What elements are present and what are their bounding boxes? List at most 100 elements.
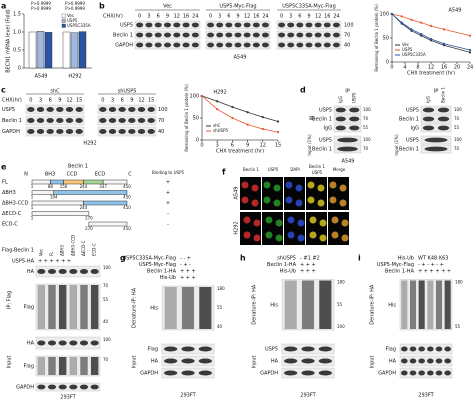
blot-band <box>409 358 417 364</box>
mw-marker: 100 <box>454 137 462 142</box>
blot-smear <box>435 280 443 329</box>
blot-band <box>335 116 346 122</box>
blot-band <box>47 269 57 274</box>
x-tick-label: 24 <box>467 65 473 71</box>
ib-label: IB <box>310 115 316 120</box>
row-label: USP5 <box>406 138 419 144</box>
construct-name: ΔECD-C <box>2 211 22 217</box>
sign-row: - #1 #2 <box>300 256 320 262</box>
construct-name: ΔBH3-CCD <box>2 201 29 207</box>
blot-band <box>47 340 57 346</box>
legend-label: USP5 <box>402 47 413 52</box>
mw-marker: 55 <box>454 125 460 130</box>
mw-marker: 55 <box>337 302 343 307</box>
sign-row: + + + <box>300 262 316 268</box>
blot-band <box>305 42 313 48</box>
blot-band <box>147 107 155 112</box>
row-label: Beclin 1-HA <box>267 262 297 268</box>
blot-band <box>181 370 195 376</box>
input-label: Input <box>252 355 258 368</box>
blot <box>399 355 453 367</box>
panel-letter: g <box>120 254 126 263</box>
legend-label: Vec <box>402 42 409 47</box>
time-label: 6 <box>121 98 124 104</box>
blot-band <box>108 118 117 123</box>
time-label: 15 <box>76 98 82 104</box>
blot-band <box>37 340 46 346</box>
channel-header: USP5 <box>268 167 279 172</box>
blot-band <box>435 346 443 352</box>
chart-title: H292 <box>213 90 226 96</box>
cell-signal <box>251 199 259 207</box>
blot-band <box>318 358 332 364</box>
blot-band <box>301 358 315 364</box>
blot-band <box>198 358 212 364</box>
blot-smear <box>69 285 78 329</box>
binding-sign: + <box>166 190 170 196</box>
binding-header: Binding to USP5 <box>152 170 185 175</box>
blot-band <box>137 118 146 123</box>
y-axis-label: Remaining of Beclin 1 protein (%) <box>184 84 189 152</box>
data-point <box>231 105 234 109</box>
position-label: 450 <box>123 195 131 200</box>
channel-header: Beclin 1 <box>309 164 325 169</box>
blot-band <box>296 42 304 48</box>
x-tick-label: 0 <box>200 143 203 149</box>
construct-name: ΔBH3 <box>2 190 16 196</box>
time-label: 6 <box>298 14 301 20</box>
micrograph <box>306 177 327 210</box>
micrograph <box>284 177 305 210</box>
y-axis-label: BECN1 mRNA level (Fold) <box>6 9 12 72</box>
time-label: 3 <box>147 14 150 20</box>
construct-segment <box>31 200 84 206</box>
cell-line: 293FT <box>418 393 434 399</box>
blot-band <box>435 370 443 376</box>
blot-band <box>36 107 45 112</box>
channel-header: USP5 <box>312 170 323 175</box>
blot-band <box>164 346 178 352</box>
time-label: 12 <box>174 14 180 20</box>
blot-band <box>191 42 199 48</box>
blot-band <box>323 22 331 28</box>
blot-smear <box>301 280 315 329</box>
data-point <box>231 116 234 120</box>
blot-band <box>79 269 89 274</box>
blot-band <box>287 32 295 38</box>
blot-band <box>163 42 172 48</box>
time-label: 6 <box>49 98 52 104</box>
mw-marker: 70 <box>363 146 369 151</box>
blot-band <box>409 370 417 376</box>
sign-row: + + + + + + <box>38 259 71 265</box>
input-label: Input (1%) <box>394 134 399 156</box>
blot-band <box>243 42 251 48</box>
blot <box>420 114 452 124</box>
sign-row: + + + <box>180 269 196 275</box>
legend-label: shUSP5 <box>213 128 228 133</box>
blot-band <box>164 358 178 364</box>
row-label: His <box>270 302 278 308</box>
blot-band <box>47 384 57 390</box>
x-tick-label: 4 <box>403 65 406 71</box>
domain-label: ECD <box>95 172 106 178</box>
cell-signal <box>295 199 303 207</box>
data-point <box>410 18 413 21</box>
cell-line: A549 <box>234 55 247 61</box>
blot-band <box>90 384 99 390</box>
panel-letter: b <box>99 2 105 11</box>
cell-signal <box>341 219 349 227</box>
cell-signal <box>329 196 337 204</box>
lane-label: ΔBH3 <box>60 245 65 256</box>
lane-label: FL <box>49 251 54 256</box>
blot-band <box>305 22 313 28</box>
blot-band <box>284 346 298 352</box>
time-label: 9 <box>58 98 61 104</box>
position-label: 88 <box>48 184 54 189</box>
blot-band <box>99 129 107 134</box>
y-tick-label: 0 <box>386 60 389 66</box>
panel-letter: i <box>358 254 361 263</box>
panel-letter: f <box>222 168 226 177</box>
legend-swatch <box>61 23 66 28</box>
blot-band <box>118 129 126 134</box>
blot-band <box>118 118 126 123</box>
blot-band <box>301 346 315 352</box>
